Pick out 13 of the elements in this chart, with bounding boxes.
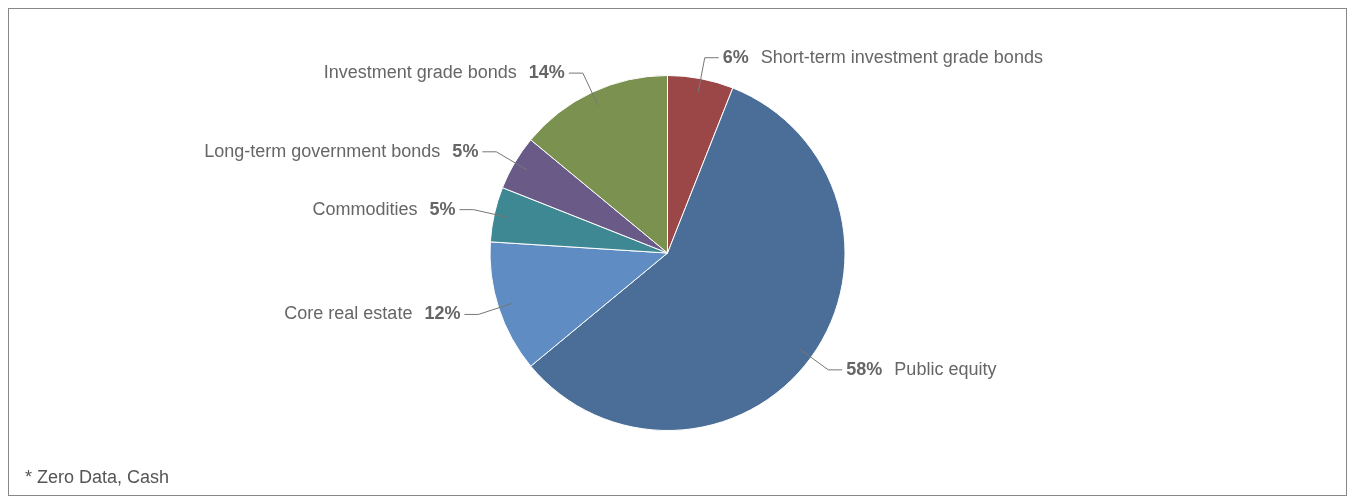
slice-label: Investment grade bonds bbox=[323, 62, 517, 83]
text: * Zero Data, Cash bbox=[25, 467, 170, 487]
data-label: 14% bbox=[528, 62, 565, 83]
data-label: 5% bbox=[429, 198, 456, 219]
data-label: 6% bbox=[722, 46, 749, 67]
slice-label: Public equity bbox=[894, 358, 997, 379]
data-label: 12% bbox=[424, 303, 461, 324]
slice-label: Long-term government bonds bbox=[204, 140, 441, 161]
data-label: 5% bbox=[452, 140, 479, 161]
slice-label: Short-term investment grade bonds bbox=[760, 46, 1043, 67]
data-label: 58% bbox=[846, 358, 883, 379]
slice-label: Core real estate bbox=[284, 303, 413, 324]
slice-label: Commodities bbox=[312, 198, 418, 219]
